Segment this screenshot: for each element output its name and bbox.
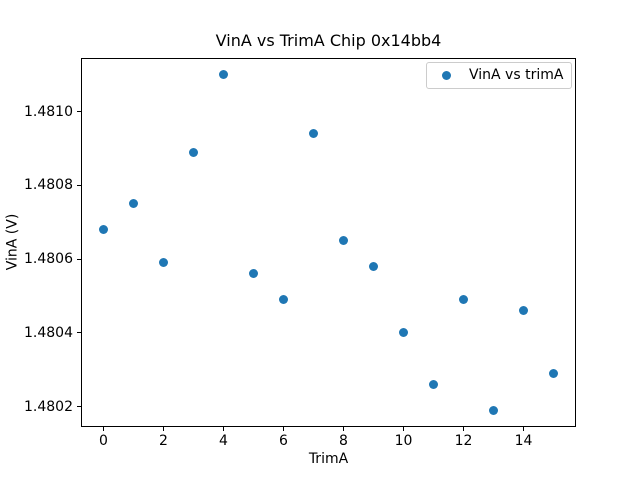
- data-point: [309, 129, 318, 139]
- x-tick-label: 2: [159, 433, 168, 449]
- y-tick-label: 1.4804: [24, 324, 73, 341]
- x-tick-mark: [283, 427, 284, 431]
- x-tick-label: 0: [99, 433, 108, 449]
- data-point: [219, 70, 228, 80]
- x-tick-mark: [403, 427, 404, 431]
- x-tick-mark: [343, 427, 344, 431]
- y-tick-mark: [77, 111, 81, 112]
- x-tick-mark: [103, 427, 104, 431]
- data-point: [189, 147, 198, 157]
- data-point: [519, 306, 528, 316]
- data-point: [249, 269, 258, 279]
- data-point: [399, 328, 408, 338]
- y-tick-mark: [77, 258, 81, 260]
- data-point: [99, 225, 108, 235]
- y-tick-label: 1.4810: [24, 103, 73, 120]
- y-tick-label: 1.4802: [24, 398, 73, 415]
- data-point: [339, 236, 348, 246]
- x-tick-label: 10: [394, 433, 413, 449]
- x-tick-mark: [223, 427, 224, 431]
- data-point: [129, 199, 138, 209]
- legend-marker-icon: [442, 71, 451, 80]
- y-tick-mark: [77, 332, 81, 334]
- x-tick-label: 4: [219, 433, 228, 449]
- data-point: [489, 405, 498, 415]
- y-tick-mark: [77, 406, 81, 408]
- x-tick-label: 14: [514, 433, 533, 449]
- x-tick-mark: [523, 427, 524, 431]
- legend: VinA vs trimA: [426, 62, 572, 89]
- y-tick-label: 1.4808: [24, 177, 73, 194]
- x-tick-mark: [463, 427, 464, 431]
- data-point: [159, 258, 168, 268]
- y-tick-mark: [77, 184, 81, 186]
- x-axis-label: TrimA: [308, 451, 349, 467]
- data-point: [459, 295, 468, 305]
- y-tick-label: 1.4806: [24, 251, 73, 268]
- x-tick-mark: [163, 427, 164, 431]
- data-point: [369, 261, 378, 271]
- x-tick-label: 8: [339, 433, 348, 449]
- chart-title: VinA vs TrimA Chip 0x14bb4: [215, 31, 442, 50]
- legend-label: VinA vs trimA: [469, 67, 564, 83]
- plot-area: [81, 58, 576, 427]
- data-point: [279, 295, 288, 305]
- data-point: [429, 380, 438, 390]
- data-point: [549, 368, 558, 378]
- x-tick-label: 6: [279, 433, 288, 449]
- x-tick-label: 12: [454, 433, 473, 449]
